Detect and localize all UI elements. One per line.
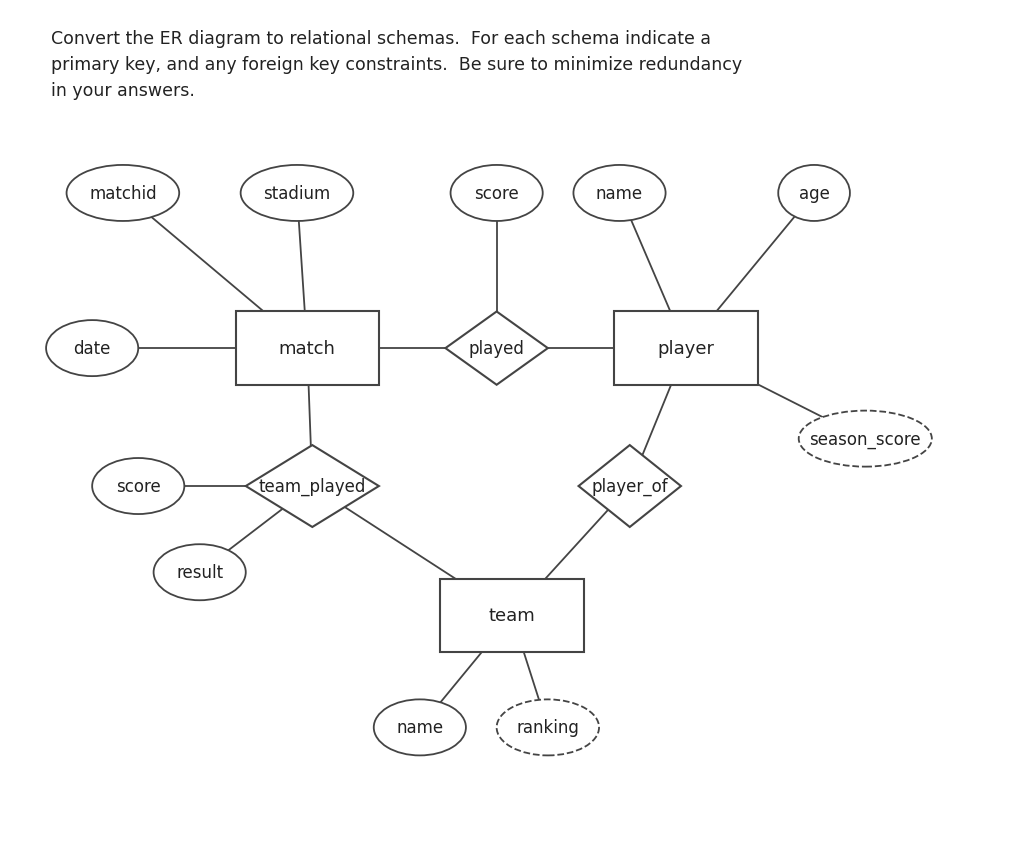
Ellipse shape	[451, 165, 543, 222]
Bar	[236, 313, 379, 386]
Text: player: player	[657, 340, 715, 357]
Text: Convert the ER diagram to relational schemas.  For each schema indicate a
primar: Convert the ER diagram to relational sch…	[51, 30, 742, 100]
Text: score: score	[474, 185, 519, 202]
Text: team: team	[488, 607, 536, 624]
Ellipse shape	[92, 458, 184, 514]
Bar	[440, 579, 584, 653]
Polygon shape	[246, 446, 379, 527]
Polygon shape	[445, 313, 548, 386]
Text: match: match	[279, 340, 336, 357]
Polygon shape	[579, 446, 681, 527]
Ellipse shape	[799, 412, 932, 467]
Text: played: played	[469, 340, 524, 357]
Ellipse shape	[497, 699, 599, 756]
Text: name: name	[396, 719, 443, 736]
Text: matchid: matchid	[89, 185, 157, 202]
Ellipse shape	[374, 699, 466, 756]
Bar	[614, 313, 758, 386]
Text: team_played: team_played	[259, 477, 366, 496]
Ellipse shape	[573, 165, 666, 222]
Ellipse shape	[241, 165, 353, 222]
Ellipse shape	[46, 321, 138, 377]
Text: player_of: player_of	[592, 477, 668, 496]
Ellipse shape	[67, 165, 179, 222]
Text: result: result	[176, 564, 223, 581]
Text: stadium: stadium	[263, 185, 331, 202]
Ellipse shape	[154, 545, 246, 601]
Text: score: score	[116, 478, 161, 495]
Text: name: name	[596, 185, 643, 202]
Ellipse shape	[778, 165, 850, 222]
Text: ranking: ranking	[516, 719, 580, 736]
Text: date: date	[74, 340, 111, 357]
Text: season_score: season_score	[809, 430, 922, 448]
Text: age: age	[799, 185, 829, 202]
